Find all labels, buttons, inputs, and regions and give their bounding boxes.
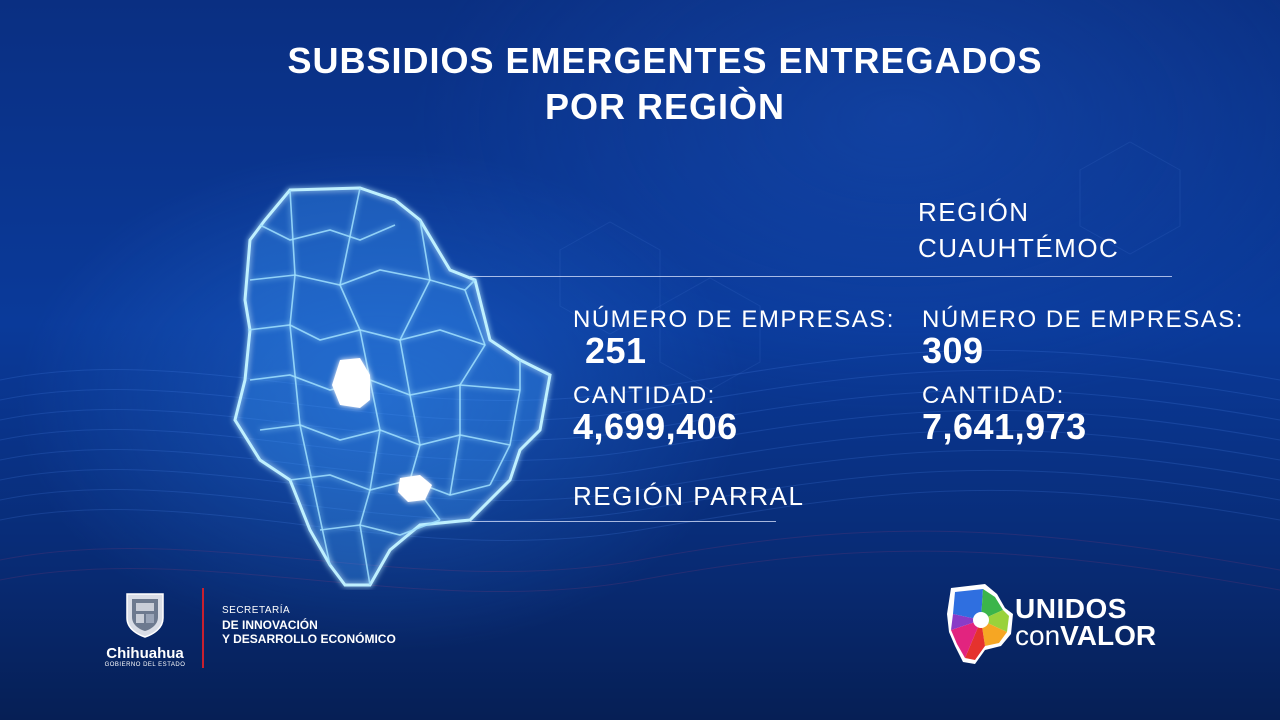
cuauhtemoc-companies-value: 309 xyxy=(922,330,984,371)
parral-companies-label: NÚMERO DE EMPRESAS: xyxy=(573,306,895,333)
brand-line2-a: con xyxy=(1015,620,1061,651)
footer-divider xyxy=(202,588,204,668)
secretaria-line1: SECRETARÍA xyxy=(222,605,291,616)
gov-subtitle: GOBIERNO DEL ESTADO xyxy=(104,662,186,668)
title-line-2: POR REGIÒN xyxy=(544,86,786,127)
cuauhtemoc-companies-label: NÚMERO DE EMPRESAS: xyxy=(922,306,1244,333)
region-cuauhtemoc-highlight xyxy=(332,358,370,408)
unidos-con-valor-logo-icon xyxy=(947,584,1013,664)
cuauhtemoc-amount-value: 7,641,973 xyxy=(922,406,1087,447)
brand-line1: UNIDOS xyxy=(1015,593,1127,624)
parral-amount-label: CANTIDAD: xyxy=(573,382,716,409)
parral-companies-value: 251 xyxy=(585,330,647,371)
parral-connector-line xyxy=(470,521,776,522)
cuauhtemoc-connector-line xyxy=(470,276,1172,277)
chihuahua-map-icon xyxy=(233,186,552,587)
secretaria-line3: Y DESARROLLO ECONÓMICO xyxy=(222,632,396,646)
region-cuauhtemoc-label-line1: REGIÓN xyxy=(918,197,1030,227)
title-line-1: SUBSIDIOS EMERGENTES ENTREGADOS xyxy=(287,40,1043,81)
region-cuauhtemoc-label-line2: CUAUHTÉMOC xyxy=(918,233,1120,263)
secretaria-label: SECRETARÍA DE INNOVACIÓN Y DESARROLLO EC… xyxy=(222,604,396,646)
brand-line2: conVALOR xyxy=(1015,620,1156,652)
unidos-con-valor-logo: UNIDOS conVALOR xyxy=(945,580,1205,670)
parral-amount-value: 4,699,406 xyxy=(573,406,738,447)
brand-line2-b: VALOR xyxy=(1060,620,1157,651)
region-cuauhtemoc-label: REGIÓN CUAUHTÉMOC xyxy=(918,194,1119,266)
government-logo: Chihuahua GOBIERNO DEL ESTADO xyxy=(100,590,190,670)
state-outline xyxy=(233,186,552,587)
gov-name: Chihuahua xyxy=(106,645,184,662)
region-parral-highlight xyxy=(398,475,432,502)
page-title: SUBSIDIOS EMERGENTES ENTREGADOS POR REGI… xyxy=(0,38,1280,130)
cuauhtemoc-amount-label: CANTIDAD: xyxy=(922,382,1065,409)
government-shield-icon xyxy=(126,593,164,638)
secretaria-line2: DE INNOVACIÓN xyxy=(222,618,318,632)
region-parral-label: REGIÓN PARRAL xyxy=(573,481,805,511)
